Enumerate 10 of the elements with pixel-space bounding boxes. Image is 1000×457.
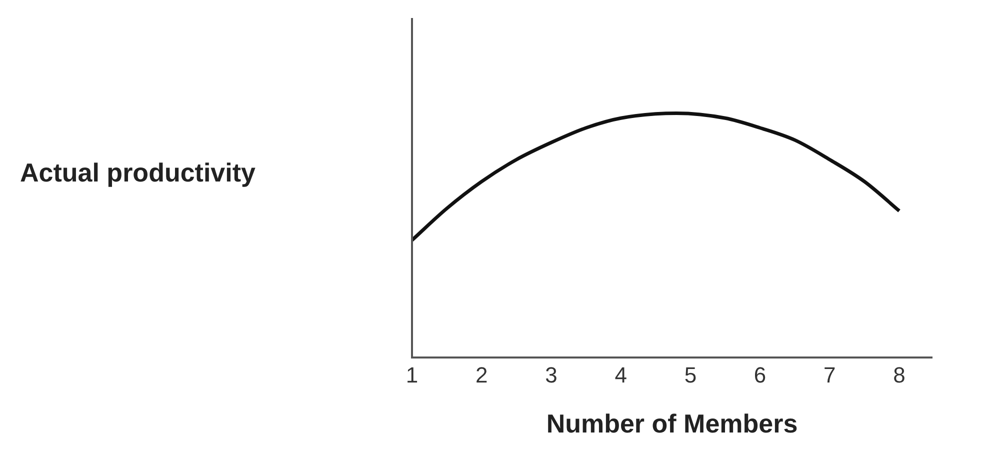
x-tick-label: 8 [893, 362, 906, 388]
x-tick-label: 7 [824, 362, 836, 388]
x-tick-label: 3 [545, 362, 558, 388]
text: Actual productivity [20, 157, 256, 188]
x-tick-label: 2 [475, 362, 488, 388]
x-tick-label: 5 [684, 362, 697, 388]
x-tick-label: 4 [614, 362, 627, 388]
x-tick-label: 1 [406, 362, 418, 388]
x-axis-title: Number of Members [546, 408, 798, 439]
x-tick-label: 6 [754, 362, 766, 388]
